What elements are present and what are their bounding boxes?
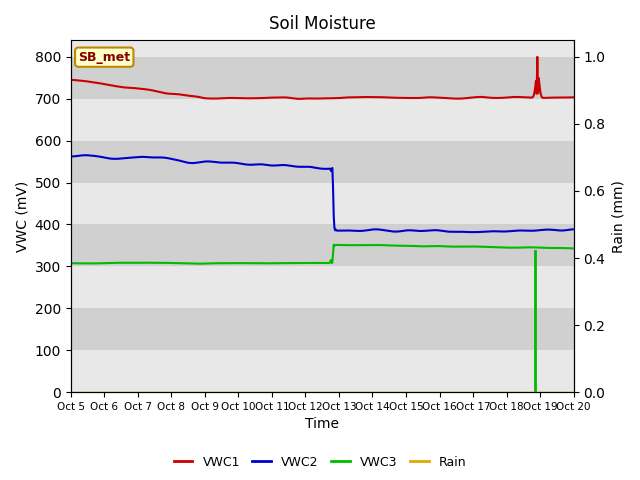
Bar xyxy=(70,308,573,350)
X-axis label: Time: Time xyxy=(305,418,339,432)
Bar xyxy=(70,350,573,392)
Legend: VWC1, VWC2, VWC3, Rain: VWC1, VWC2, VWC3, Rain xyxy=(169,451,471,474)
Bar xyxy=(70,99,573,141)
Y-axis label: Rain (mm): Rain (mm) xyxy=(611,180,625,252)
Y-axis label: VWC (mV): VWC (mV) xyxy=(15,180,29,252)
Bar xyxy=(70,182,573,225)
Bar xyxy=(70,225,573,266)
Bar xyxy=(70,40,573,57)
Title: Soil Moisture: Soil Moisture xyxy=(269,15,376,33)
Bar xyxy=(70,141,573,182)
Text: SB_met: SB_met xyxy=(78,51,131,64)
Bar xyxy=(70,266,573,308)
Bar xyxy=(70,57,573,99)
